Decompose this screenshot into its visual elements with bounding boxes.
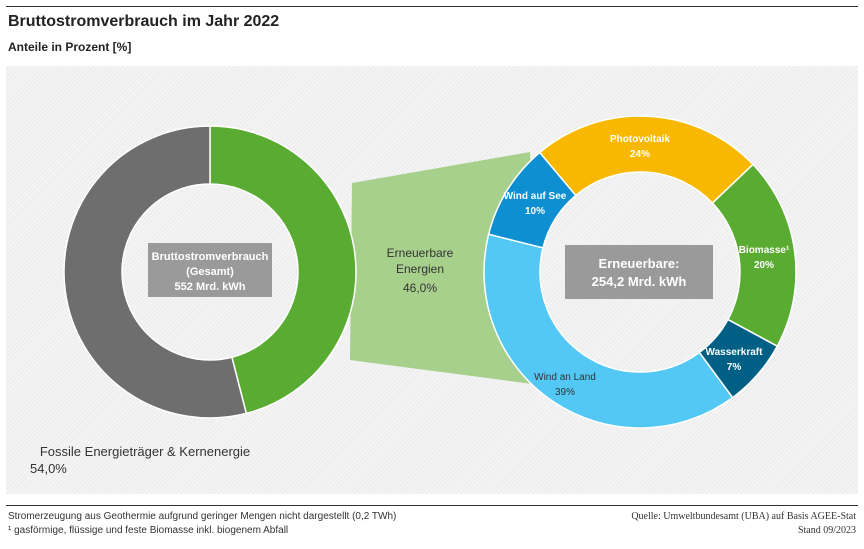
slice-wind-auf-see	[487, 151, 577, 249]
center-label-total: (Gesamt)	[186, 266, 234, 278]
slice-label: Wasserkraft	[706, 347, 764, 358]
slice-1	[63, 125, 248, 419]
center-label-total: Bruttostromverbrauch	[152, 251, 269, 263]
label-erneuerbare-1: Erneuerbare	[387, 246, 454, 260]
value-fossil: 54,0%	[30, 461, 67, 476]
center-box-total	[148, 243, 272, 297]
connector-band	[350, 152, 540, 385]
slice-label: Biomasse¹	[739, 245, 790, 256]
slice-label: Wind an Land	[534, 372, 596, 383]
slice-0	[209, 125, 357, 415]
slice-wind-an-land	[483, 233, 734, 429]
center-label-erneuerbare: 254,2 Mrd. kWh	[592, 274, 687, 289]
value-erneuerbare: 46,0%	[403, 281, 437, 295]
label-erneuerbare-2: Energien	[396, 262, 444, 276]
slice-label: Wind auf See	[504, 191, 567, 202]
slice-label: Photovoltaik	[610, 134, 670, 145]
center-label-erneuerbare: Erneuerbare:	[599, 256, 680, 271]
slice-value: 7%	[727, 362, 742, 373]
footnote-biomasse: ¹ gasförmige, flüssige und feste Biomass…	[8, 525, 289, 536]
top-rule	[6, 6, 858, 7]
slice-value: 39%	[555, 387, 575, 398]
slice-value: 24%	[630, 149, 650, 160]
slice-value: 10%	[525, 206, 545, 217]
center-box-erneuerbare	[565, 245, 713, 299]
slice-value: 20%	[754, 260, 774, 271]
bottom-rule	[6, 505, 858, 506]
source: Quelle: Umweltbundesamt (UBA) auf Basis …	[631, 511, 856, 522]
center-label-total: 552 Mrd. kWh	[175, 281, 246, 293]
label-fossil: Fossile Energieträger & Kernenergie	[40, 444, 250, 459]
date: Stand 09/2023	[797, 525, 856, 536]
chart-subtitle: Anteile in Prozent [%]	[8, 40, 132, 54]
chart-title: Bruttostromverbrauch im Jahr 2022	[8, 13, 280, 30]
footnote-geothermie: Stromerzeugung aus Geothermie aufgrund g…	[8, 511, 397, 522]
